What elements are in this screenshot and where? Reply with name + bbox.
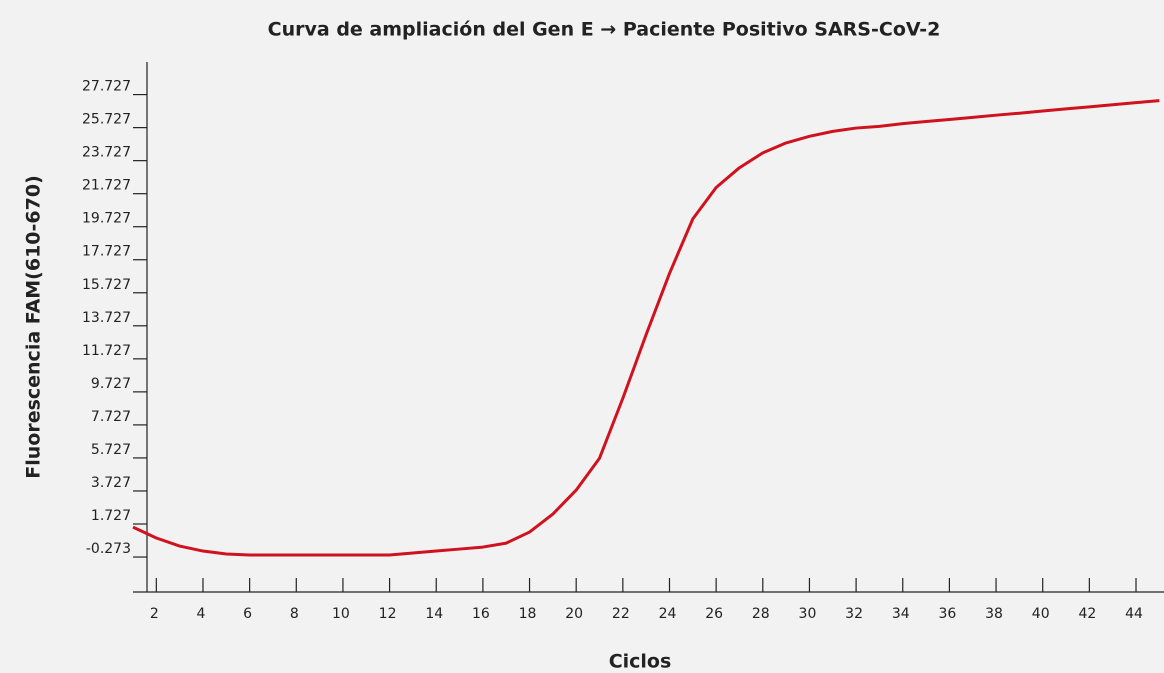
x-tick-label: 24 (659, 606, 677, 622)
x-tick-label: 6 (243, 606, 252, 622)
y-tick-label: 7.727 (91, 409, 131, 425)
x-tick-label: 42 (1078, 606, 1096, 622)
chart-title: Curva de ampliación del Gen E → Paciente… (268, 19, 941, 41)
x-tick-label: 18 (519, 606, 537, 622)
y-tick-label: 15.727 (82, 277, 131, 293)
x-tick-label: 12 (379, 606, 397, 622)
x-tick-label: 20 (565, 606, 583, 622)
x-tick-label: 26 (705, 606, 723, 622)
y-tick-label: -0.273 (86, 541, 131, 557)
x-axis-label: Ciclos (609, 651, 672, 673)
data-line (132, 99, 1160, 557)
y-tick-label: 23.727 (82, 145, 131, 161)
y-tick-label: 13.727 (82, 310, 131, 326)
x-tick-label: 32 (845, 606, 863, 622)
x-tick-label: 4 (197, 606, 206, 622)
x-tick-label: 34 (892, 606, 910, 622)
x-tick-label: 2 (150, 606, 159, 622)
y-tick-label: 1.727 (91, 508, 131, 524)
x-tick-label: 40 (1032, 606, 1050, 622)
x-tick-label: 10 (332, 606, 350, 622)
y-tick-label: 11.727 (82, 343, 131, 359)
y-tick-label: 5.727 (91, 442, 131, 458)
x-tick-label: 16 (472, 606, 490, 622)
y-tick-label: 9.727 (91, 376, 131, 392)
x-tick-label: 36 (938, 606, 956, 622)
y-axis-label: Fluorescencia FAM(610-670) (23, 175, 45, 479)
x-tick-label: 44 (1125, 606, 1143, 622)
x-tick-label: 38 (985, 606, 1003, 622)
y-tick-label: 25.727 (82, 112, 131, 128)
x-tick-label: 8 (290, 606, 299, 622)
x-tick-label: 22 (612, 606, 630, 622)
x-tick-label: 30 (799, 606, 817, 622)
x-tick-label: 14 (425, 606, 443, 622)
x-tick-label: 28 (752, 606, 770, 622)
y-tick-label: 27.727 (82, 79, 131, 95)
y-tick-label: 3.727 (91, 475, 131, 491)
y-tick-label: 19.727 (82, 211, 131, 227)
y-tick-label: 21.727 (82, 178, 131, 194)
y-tick-label: 17.727 (82, 244, 131, 260)
